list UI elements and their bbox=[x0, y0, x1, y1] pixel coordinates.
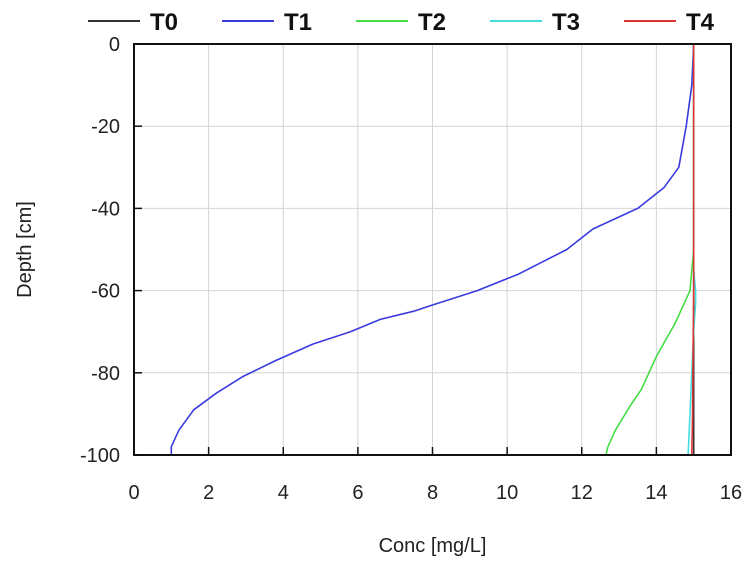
y-axis-title: Depth [cm] bbox=[14, 201, 36, 298]
legend-label-t4: T4 bbox=[686, 9, 715, 36]
x-tick-label: 0 bbox=[128, 482, 139, 504]
series-line-t1 bbox=[170, 43, 695, 455]
series-line-t4 bbox=[691, 44, 695, 456]
y-tick-label: -20 bbox=[91, 116, 120, 138]
legend-label-t0: T0 bbox=[150, 9, 178, 36]
legend-label-t2: T2 bbox=[418, 9, 446, 36]
grid-layer bbox=[133, 43, 732, 456]
series-layer bbox=[170, 43, 697, 456]
ticks-layer: 0 2 4 6 8 10 12 14 16 0 -20 -40 -60 -80 -100 bbox=[80, 34, 742, 504]
y-tick-label: 0 bbox=[109, 34, 120, 56]
y-tick-label: -40 bbox=[91, 198, 120, 220]
x-tick-label: 6 bbox=[352, 482, 363, 504]
legend: T0 T1 T2 T3 T4 bbox=[88, 9, 715, 36]
y-tick-label: -100 bbox=[80, 445, 120, 467]
x-tick-label: 14 bbox=[645, 482, 667, 504]
y-tick-label: -60 bbox=[91, 281, 120, 303]
x-tick-label: 10 bbox=[496, 482, 518, 504]
series-line-t2 bbox=[605, 44, 695, 456]
x-tick-label: 8 bbox=[427, 482, 438, 504]
legend-label-t1: T1 bbox=[284, 9, 312, 36]
legend-label-t3: T3 bbox=[552, 9, 580, 36]
y-tick-label: -80 bbox=[91, 363, 120, 385]
x-tick-label: 2 bbox=[203, 482, 214, 504]
x-axis-title: Conc [mg/L] bbox=[379, 535, 487, 557]
x-tick-label: 4 bbox=[278, 482, 289, 504]
x-tick-label: 12 bbox=[571, 482, 593, 504]
x-tick-label: 16 bbox=[720, 482, 742, 504]
